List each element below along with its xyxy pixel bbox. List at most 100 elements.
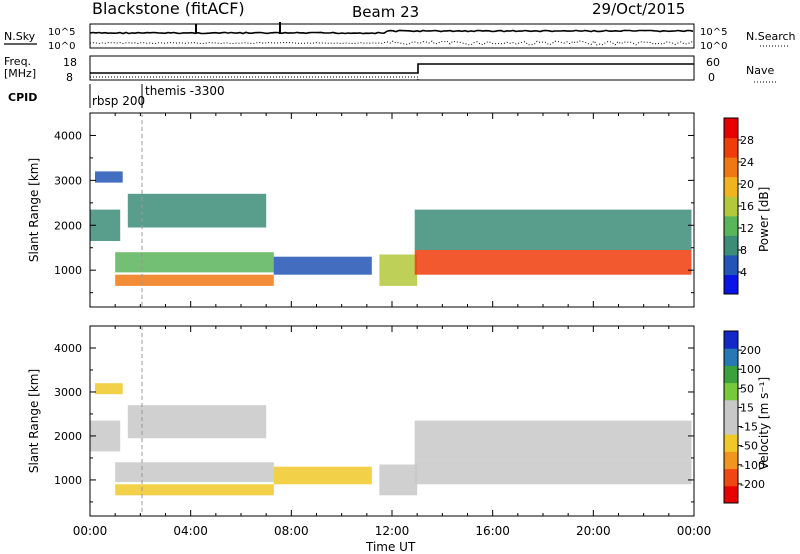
velocity-colorbar-seg-0 [724, 485, 738, 504]
velocity-colorbar-label-3: 15 [740, 401, 754, 414]
beam-title: Beam 23 [352, 3, 419, 21]
velocity-colorbar-label-5: -50 [740, 440, 758, 453]
velocity-colorbar-label-4: -15 [740, 421, 758, 434]
velocity-band-1 [95, 383, 123, 395]
velocity-band-2 [115, 484, 274, 496]
noise-left-tick-bottom: 10^0 [48, 41, 75, 52]
power-colorbar-label-1: 24 [740, 156, 754, 169]
power-colorbar-seg-4 [724, 196, 738, 217]
power-colorbar-seg-2 [724, 235, 738, 256]
power-colorbar-seg-3 [724, 215, 738, 236]
x-tick-label-1: 04:00 [173, 524, 208, 538]
noise-panel-frame [89, 23, 695, 49]
velocity-colorbar-label-2: 50 [740, 382, 754, 395]
power-colorbar: 28 24 20 16 12 8 4 [723, 117, 754, 295]
power-colorbar-seg-8 [724, 118, 738, 139]
noise-left-tick-top: 10^5 [48, 27, 75, 38]
velocity-band-3 [115, 462, 274, 483]
power-band-4 [127, 193, 267, 228]
x-tick-label-6: 00:00 [677, 524, 712, 538]
power-colorbar-seg-0 [724, 274, 738, 295]
power-colorbar-label-0: 28 [740, 134, 754, 147]
freq-panel-frame [89, 55, 695, 81]
power-colorbar-label-2: 20 [740, 178, 754, 191]
cpid-label: CPID [8, 91, 37, 104]
velocity-ytick-label-2: 2000 [54, 430, 82, 443]
power-band-5 [273, 256, 372, 275]
freq-left-label: Freq. [4, 55, 31, 68]
power-colorbar-seg-7 [724, 137, 738, 158]
noise-left-label: N.Sky [4, 30, 36, 43]
velocity-ylabel: Slant Range [km] [27, 369, 41, 473]
freq-left-unit: [MHz] [4, 67, 36, 80]
noise-right-tick-bottom: 10^0 [700, 41, 727, 52]
power-band-1 [95, 171, 123, 183]
velocity-colorbar-label-6: -100 [740, 459, 765, 472]
x-tick-label-3: 12:00 [375, 524, 410, 538]
velocity-colorbar-seg-1 [724, 468, 738, 487]
date-title: 29/Oct/2015 [592, 0, 685, 18]
power-colorbar-seg-1 [724, 254, 738, 275]
noise-right-tick-top: 10^5 [700, 27, 727, 38]
velocity-colorbar-seg-4 [724, 417, 738, 435]
velocity-colorbar-seg-3 [724, 434, 738, 452]
velocity-ytick-label-3: 1000 [54, 474, 82, 487]
freq-right-label: Nave [746, 64, 774, 77]
velocity-colorbar: 200 100 50 15 -15 -50 -100 -200 [723, 330, 765, 504]
power-band-2 [115, 274, 274, 286]
velocity-ytick-label-1: 3000 [54, 386, 82, 399]
power-band-6 [379, 254, 418, 286]
power-ytick-label-2: 2000 [54, 219, 82, 232]
power-panel: 4000 3000 2000 1000 Slant Range [km] [27, 112, 695, 308]
velocity-colorbar-seg-2 [724, 451, 738, 470]
freq-left-tick-bottom: 8 [66, 71, 73, 84]
power-colorbar-label-4: 12 [740, 222, 754, 235]
velocity-band-6 [379, 464, 418, 496]
velocity-colorbar-label-7: -200 [740, 478, 765, 491]
velocity-colorbar-seg-9 [724, 331, 738, 349]
cpid-item-2: themis -3300 [145, 84, 225, 98]
noise-sky-line [89, 29, 694, 35]
velocity-band-5 [273, 466, 372, 485]
x-tick-label-5: 20:00 [576, 524, 611, 538]
velocity-colorbar-seg-5 [724, 399, 738, 418]
power-band-3 [115, 252, 274, 273]
velocity-colorbar-label-1: 100 [740, 363, 761, 376]
noise-search-line [89, 40, 694, 46]
power-ylabel: Slant Range [km] [27, 158, 41, 262]
power-band-8 [414, 209, 692, 250]
velocity-band-7 [414, 460, 692, 485]
x-axis-label: Time UT [365, 540, 416, 554]
x-axis: 00:00 04:00 08:00 12:00 16:00 20:00 00:00 [73, 524, 712, 538]
power-colorbar-seg-6 [724, 157, 738, 178]
power-colorbar-label-5: 8 [740, 244, 747, 257]
frequency-line [90, 63, 694, 74]
power-ytick-label-0: 4000 [54, 129, 82, 142]
power-colorbar-label-3: 16 [740, 200, 754, 213]
power-colorbar-label: Power [dB] [757, 187, 771, 252]
velocity-colorbar-seg-7 [724, 365, 738, 384]
power-ytick-label-3: 1000 [54, 264, 82, 277]
cpid-item-1: rbsp 200 [92, 94, 145, 108]
power-colorbar-seg-5 [724, 176, 738, 197]
power-colorbar-label-6: 4 [740, 266, 747, 279]
velocity-ytick-label-0: 4000 [54, 342, 82, 355]
velocity-colorbar-seg-6 [724, 382, 738, 401]
velocity-panel: 4000 3000 2000 1000 Slant Range [km] [27, 325, 695, 517]
freq-left-tick-top: 18 [63, 56, 77, 69]
freq-right-tick-bottom: 0 [708, 71, 715, 84]
x-tick-label-0: 00:00 [73, 524, 108, 538]
x-tick-label-2: 08:00 [274, 524, 309, 538]
velocity-colorbar-seg-8 [724, 348, 738, 366]
velocity-colorbar-label-0: 200 [740, 344, 761, 357]
velocity-colorbar-label: Velocity [m s⁻¹] [757, 377, 771, 470]
freq-right-tick-top: 60 [706, 56, 720, 69]
nave-line [90, 76, 694, 81]
velocity-band-8 [414, 420, 692, 461]
power-ytick-label-1: 3000 [54, 174, 82, 187]
x-tick-label-4: 16:00 [475, 524, 510, 538]
velocity-colorbar-frame [723, 330, 739, 504]
velocity-band-4 [127, 405, 267, 439]
noise-right-label: N.Search [746, 30, 796, 43]
